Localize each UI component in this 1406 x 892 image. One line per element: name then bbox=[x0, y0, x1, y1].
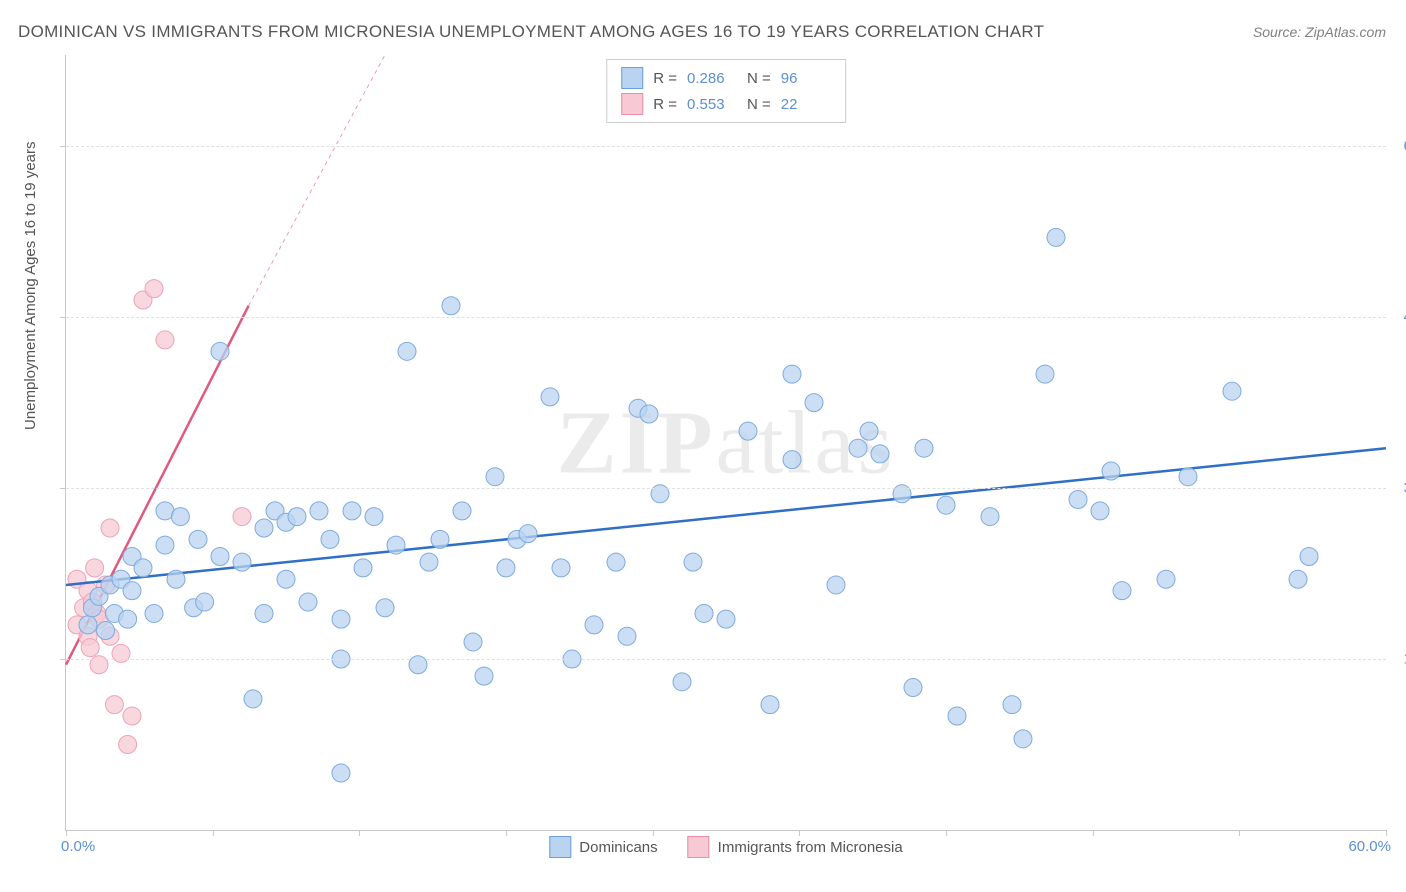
n-label-1: N = bbox=[747, 70, 771, 87]
x-tick-min: 0.0% bbox=[61, 838, 95, 855]
n-value-2: 22 bbox=[781, 96, 831, 113]
r-label-1: R = bbox=[653, 70, 677, 87]
y-axis-label: Unemployment Among Ages 16 to 19 years bbox=[22, 141, 39, 430]
legend-item-1: Dominicans bbox=[549, 836, 657, 858]
legend-label-1: Dominicans bbox=[579, 839, 657, 856]
x-tick-max: 60.0% bbox=[1348, 838, 1391, 855]
swatch-bottom-1-icon bbox=[549, 836, 571, 858]
legend-label-2: Immigrants from Micronesia bbox=[718, 839, 903, 856]
r-label-2: R = bbox=[653, 96, 677, 113]
legend-item-2: Immigrants from Micronesia bbox=[688, 836, 903, 858]
swatch-bottom-2-icon bbox=[688, 836, 710, 858]
series-legend: Dominicans Immigrants from Micronesia bbox=[549, 836, 902, 858]
r-value-1: 0.286 bbox=[687, 70, 737, 87]
swatch-series1-icon bbox=[621, 67, 643, 89]
stats-row-1: R = 0.286 N = 96 bbox=[621, 65, 831, 91]
stats-legend: R = 0.286 N = 96 R = 0.553 N = 22 bbox=[606, 59, 846, 123]
plot-area: ZIPatlas R = 0.286 N = 96 R = 0.553 N = … bbox=[65, 55, 1386, 831]
n-label-2: N = bbox=[747, 96, 771, 113]
source-label: Source: ZipAtlas.com bbox=[1253, 24, 1386, 40]
stats-row-2: R = 0.553 N = 22 bbox=[621, 91, 831, 117]
r-value-2: 0.553 bbox=[687, 96, 737, 113]
scatter-svg bbox=[66, 55, 1386, 830]
chart-title: DOMINICAN VS IMMIGRANTS FROM MICRONESIA … bbox=[18, 22, 1044, 42]
swatch-series2-icon bbox=[621, 93, 643, 115]
n-value-1: 96 bbox=[781, 70, 831, 87]
